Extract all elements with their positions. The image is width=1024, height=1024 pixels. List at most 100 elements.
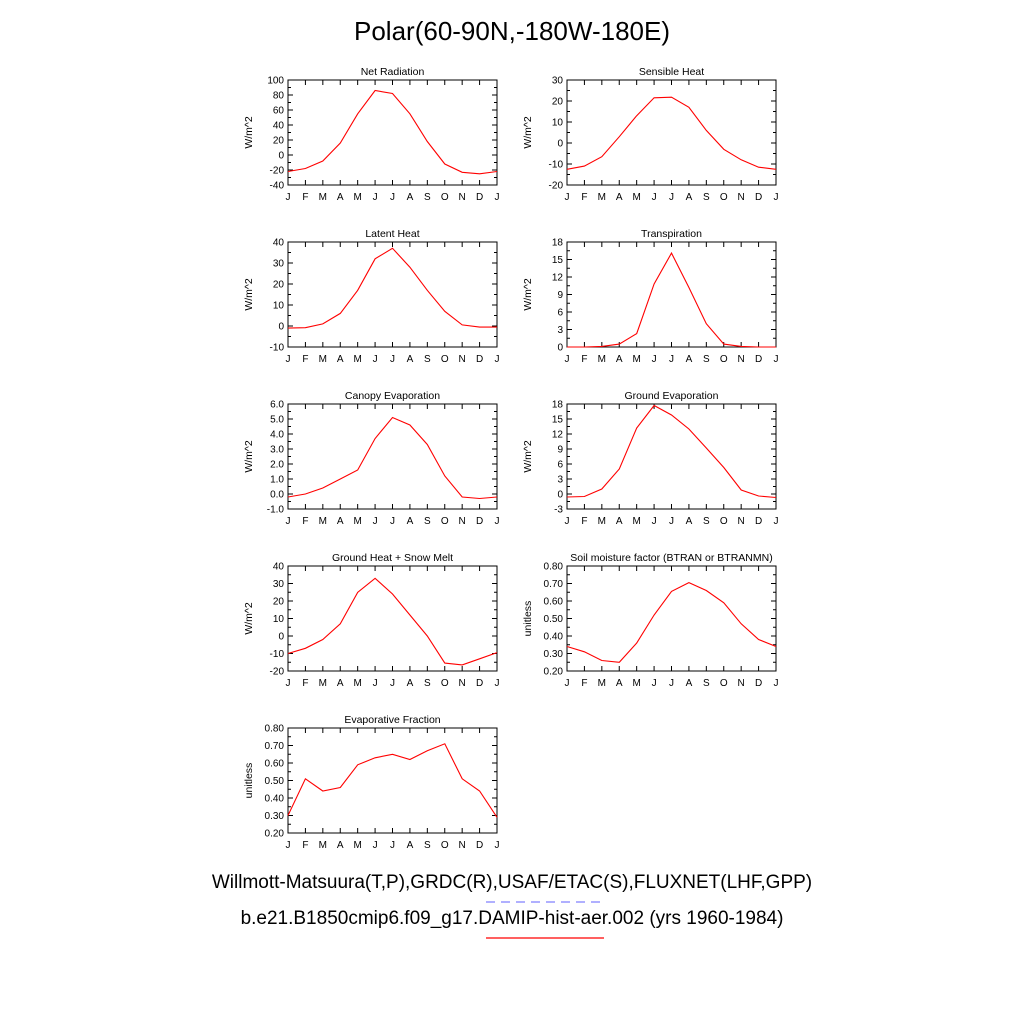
y-tick-label: -20 (270, 667, 285, 678)
y-tick-label: 20 (273, 136, 285, 147)
y-tick-label: 0.80 (265, 724, 285, 735)
y-axis-label: W/m^2 (243, 602, 255, 635)
y-tick-label: 0.60 (544, 597, 564, 608)
series-line (287, 89, 498, 175)
x-tick-label: J (669, 354, 674, 365)
y-tick-label: 0.70 (544, 579, 564, 590)
y-axis-label: unitless (243, 763, 255, 799)
x-tick-label: M (319, 678, 327, 689)
series-line (566, 581, 777, 663)
y-tick-label: 0 (278, 632, 284, 643)
y-tick-label: 20 (273, 280, 285, 291)
x-tick-label: J (373, 678, 378, 689)
x-tick-label: M (598, 354, 606, 365)
y-tick-label: -20 (270, 166, 285, 177)
x-tick-label: A (407, 516, 414, 527)
y-axis-label: W/m^2 (243, 440, 255, 473)
x-tick-label: F (302, 192, 308, 203)
y-axis-label: W/m^2 (522, 116, 534, 149)
y-tick-label: 0.60 (265, 759, 285, 770)
x-tick-label: S (424, 678, 431, 689)
y-tick-label: 0 (557, 490, 563, 501)
panel-title: Ground Evaporation (625, 390, 719, 402)
y-tick-label: 18 (552, 400, 564, 411)
y-tick-label: 3 (557, 325, 563, 336)
y-axis-label: W/m^2 (243, 278, 255, 311)
x-tick-label: A (337, 192, 344, 203)
x-tick-label: F (581, 678, 587, 689)
x-tick-label: J (286, 516, 291, 527)
x-tick-label: O (720, 516, 728, 527)
y-tick-label: 0.80 (544, 562, 564, 573)
y-tick-label: 0 (557, 343, 563, 354)
x-tick-label: F (581, 516, 587, 527)
x-tick-label: J (565, 354, 570, 365)
x-tick-label: A (616, 192, 623, 203)
x-tick-label: J (390, 840, 395, 851)
series-line (287, 577, 498, 666)
y-tick-label: 30 (552, 76, 564, 87)
x-tick-label: J (390, 678, 395, 689)
x-tick-label: J (286, 192, 291, 203)
x-tick-label: J (373, 516, 378, 527)
x-tick-label: D (755, 678, 762, 689)
x-tick-label: J (373, 192, 378, 203)
x-tick-label: A (337, 516, 344, 527)
series-line (566, 404, 777, 499)
y-tick-label: -20 (549, 181, 564, 192)
x-tick-label: O (720, 354, 728, 365)
x-tick-label: M (319, 192, 327, 203)
y-axis-label: unitless (522, 601, 534, 637)
plot-frame (566, 403, 777, 510)
y-tick-label: 6.0 (270, 400, 284, 411)
y-tick-label: 30 (273, 259, 285, 270)
x-tick-label: A (686, 678, 693, 689)
x-tick-label: D (755, 192, 762, 203)
x-tick-label: O (441, 678, 449, 689)
x-tick-label: A (337, 678, 344, 689)
y-tick-label: -10 (270, 649, 285, 660)
x-tick-label: N (459, 192, 466, 203)
x-tick-label: A (407, 678, 414, 689)
plot-frame (287, 403, 498, 510)
x-tick-label: M (353, 192, 361, 203)
x-tick-label: S (703, 678, 710, 689)
y-tick-label: 3.0 (270, 445, 284, 456)
x-tick-label: A (686, 354, 693, 365)
chart-panel: Canopy Evaporation W/m^2 -1.0 0.0 1.0 2.0 3.0 4… (243, 390, 500, 527)
x-tick-label: D (476, 516, 483, 527)
series-line (566, 96, 777, 170)
x-tick-label: O (441, 354, 449, 365)
x-tick-label: A (686, 192, 693, 203)
y-tick-label: 0.40 (544, 632, 564, 643)
x-tick-label: S (424, 354, 431, 365)
x-tick-label: M (632, 192, 640, 203)
panel-title: Transpiration (641, 228, 702, 240)
y-tick-label: 0.40 (265, 794, 285, 805)
x-tick-label: J (774, 354, 779, 365)
y-tick-label: 15 (552, 255, 564, 266)
x-tick-label: A (337, 354, 344, 365)
y-tick-label: 10 (273, 301, 285, 312)
x-tick-label: F (581, 354, 587, 365)
x-tick-label: A (407, 354, 414, 365)
x-tick-label: A (616, 354, 623, 365)
x-tick-label: D (476, 678, 483, 689)
y-tick-label: 0 (278, 151, 284, 162)
x-tick-label: J (774, 516, 779, 527)
y-tick-label: 0.20 (265, 829, 285, 840)
x-tick-label: D (476, 192, 483, 203)
x-tick-label: A (337, 840, 344, 851)
y-tick-label: 9 (557, 445, 563, 456)
y-tick-label: 20 (273, 597, 285, 608)
x-tick-label: M (598, 678, 606, 689)
x-tick-label: S (703, 516, 710, 527)
panel-title: Sensible Heat (639, 66, 704, 78)
y-tick-label: 6 (557, 460, 563, 471)
x-tick-label: A (616, 516, 623, 527)
y-tick-label: 0.70 (265, 741, 285, 752)
x-tick-label: J (390, 354, 395, 365)
